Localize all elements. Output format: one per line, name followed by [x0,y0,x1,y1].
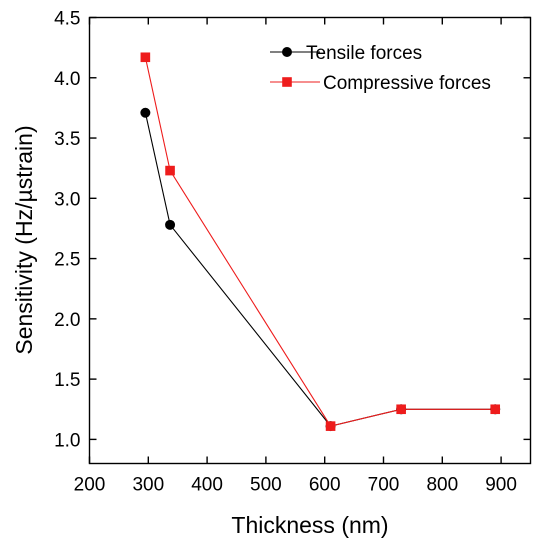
axis-ticks: 200 300 400 500 600 700 800 900 1.0 1.5 2.0 2.5 3.0 3… [54,9,531,496]
y-tick-label: 2.5 [54,250,80,271]
data-point-2 [490,404,501,415]
series-line-1 [144,112,496,427]
x-tick-label: 400 [191,475,223,496]
series-layer [140,52,501,432]
x-tick-label: 200 [74,475,106,496]
data-point-2 [325,421,336,431]
data-point-2 [396,404,406,415]
x-axis-title: Thickness (nm) [231,512,388,538]
y-tick-label: 1.0 [54,430,80,451]
x-tick-label: 800 [426,475,458,496]
legend-label-1: Tensile forces [306,43,422,64]
data-point-1 [140,107,151,118]
legend-marker-2 [282,77,292,87]
x-tick-label: 500 [250,475,282,496]
data-point-2 [165,165,175,176]
legend-label-2: Compressive forces [323,73,491,94]
x-tick-label: 600 [309,475,341,496]
y-tick-label: 4.5 [54,9,80,30]
legend-marker-1 [282,47,292,57]
y-tick-label: 4.0 [54,69,80,90]
legend: Tensile forces Compressive forces [270,43,491,94]
y-axis-title: Sensitivity (Hz/µstrain) [11,125,37,354]
y-tick-label: 2.0 [54,310,80,331]
y-tick-label: 3.0 [54,189,80,210]
plot-frame [88,16,532,465]
x-tick-label: 300 [132,475,164,496]
y-tick-label: 3.5 [54,129,80,150]
x-tick-label: 700 [368,475,400,496]
data-point-1 [165,219,176,230]
y-tick-label: 1.5 [54,370,80,391]
x-tick-label: 900 [485,475,517,496]
data-point-2 [140,52,151,63]
series-line-2 [144,57,496,427]
